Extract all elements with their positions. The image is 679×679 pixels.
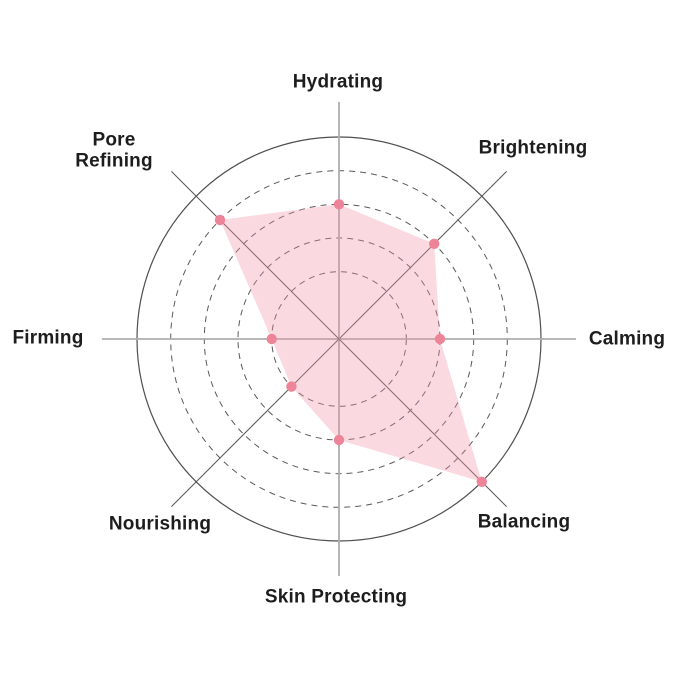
axis-label-balancing: Balancing [477, 511, 571, 533]
axis-label-hydrating: Hydrating [292, 71, 384, 93]
data-point-calming [434, 333, 446, 345]
data-point-firming [266, 333, 277, 345]
axis-label-pore-refining: Pore Refining [75, 129, 153, 172]
axis-label-calming: Calming [588, 328, 666, 350]
data-point-pore-refining [214, 214, 226, 226]
data-point-hydrating [333, 199, 345, 210]
axis-label-nourishing: Nourishing [108, 513, 212, 535]
data-polygon [220, 204, 482, 482]
axis-line-3 [171, 171, 507, 507]
data-point-skin-protecting [333, 434, 345, 446]
data-point-balancing [476, 476, 487, 487]
data-point-brightening [429, 238, 440, 249]
axis-label-skin-protecting: Skin Protecting [264, 586, 408, 608]
axis-label-brightening: Brightening [478, 137, 588, 159]
axis-label-firming: Firming [12, 327, 84, 349]
data-point-nourishing [286, 381, 297, 392]
